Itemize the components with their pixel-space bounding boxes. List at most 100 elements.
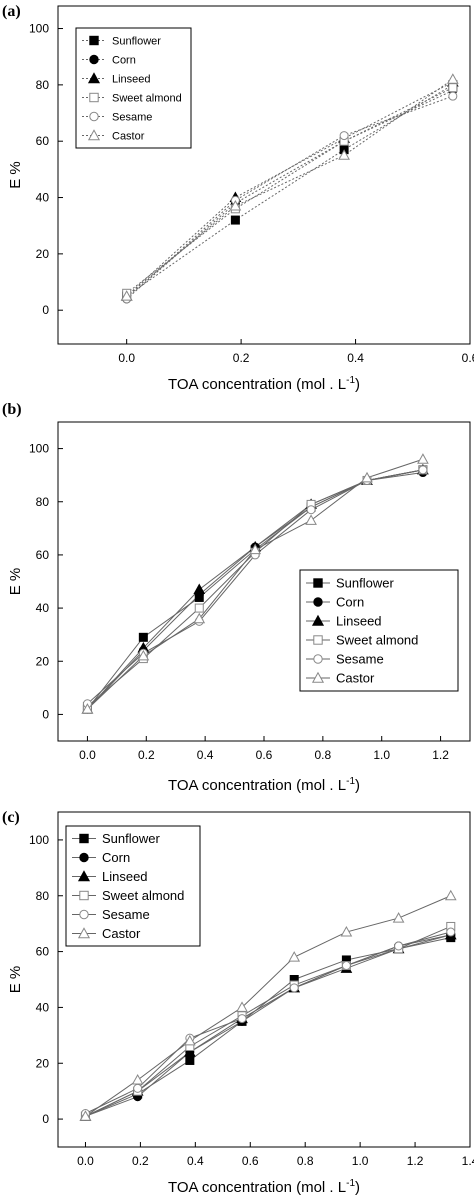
legend-label: Linseed: [102, 869, 148, 884]
data-point: [339, 131, 349, 141]
data-point: [305, 514, 317, 525]
data-point: [340, 926, 353, 937]
legend-label: Castor: [102, 926, 141, 941]
panel-label: (a): [2, 3, 21, 20]
data-point: [81, 703, 94, 714]
legend-label: Corn: [336, 595, 364, 610]
series-line: [85, 895, 451, 1117]
y-tick-label: 80: [36, 495, 50, 509]
x-tick-label: 0.6: [242, 1154, 259, 1168]
legend-marker: [311, 671, 325, 683]
y-tick-label: 20: [36, 1056, 50, 1070]
legend-label: Castor: [112, 130, 145, 142]
y-axis-label: E %: [7, 161, 24, 189]
legend-marker: [79, 890, 89, 901]
series-line: [126, 95, 454, 300]
x-tick-label: 1.2: [407, 1154, 424, 1168]
data-point: [193, 583, 206, 594]
legend-label: Linseed: [112, 73, 151, 85]
x-axis-label: TOA concentration (mol . L-1): [168, 375, 360, 393]
y-tick-label: 60: [36, 548, 50, 562]
x-tick-label: 0.0: [77, 1154, 94, 1168]
x-tick-label: 0.2: [233, 351, 250, 365]
x-tick-label: 0.4: [197, 748, 214, 762]
data-point: [394, 941, 404, 951]
data-point: [133, 1083, 143, 1093]
x-tick-label: 0.4: [347, 351, 364, 365]
data-point: [183, 1034, 196, 1046]
data-point: [120, 290, 133, 301]
legend-box: [75, 27, 192, 149]
y-tick-label: 0: [42, 303, 49, 317]
legend-marker: [313, 578, 323, 588]
legend-marker: [311, 614, 325, 626]
y-tick-label: 40: [36, 601, 50, 615]
legend-label: Linseed: [336, 614, 382, 629]
x-tick-label: 0.6: [256, 748, 273, 762]
data-point: [417, 453, 429, 464]
legend-label: Sunflower: [102, 831, 160, 846]
data-point: [183, 1046, 196, 1057]
x-tick-label: 1.2: [432, 748, 449, 762]
legend-marker: [89, 35, 99, 46]
data-point: [361, 471, 373, 483]
chart-panel: (c) 0.0 0.2 0.4 0.6 0.8 1.0 1.2 1.4 0 20 40 60 80 100 T…: [2, 809, 474, 1196]
x-tick-label: 0.2: [138, 748, 155, 762]
x-tick-label: 0.2: [132, 1154, 149, 1168]
series-line: [126, 81, 454, 297]
legend-label: Sesame: [336, 652, 384, 667]
data-point: [444, 889, 457, 901]
legend-marker: [87, 72, 101, 84]
legend-marker: [89, 54, 99, 65]
chart-panel: (b) 0.0 0.2 0.4 0.6 0.8 1.0 1.2 0 20 40 60 80 100 TOA …: [2, 401, 471, 794]
legend-label: Sweet almond: [336, 633, 418, 648]
x-tick-label: 0.8: [297, 1154, 314, 1168]
y-tick-label: 60: [36, 945, 50, 959]
y-tick-label: 100: [29, 442, 49, 456]
x-tick-label: 0.4: [187, 1154, 204, 1168]
x-tick-label: 1.4: [462, 1154, 474, 1168]
series-line: [85, 925, 451, 1117]
data-point: [131, 1073, 144, 1085]
y-tick-label: 20: [36, 247, 50, 261]
y-tick-label: 0: [42, 1112, 49, 1126]
y-tick-label: 40: [36, 1000, 50, 1014]
y-axis-label: E %: [7, 568, 24, 596]
x-tick-label: 0.0: [79, 748, 96, 762]
legend-label: Sunflower: [112, 35, 161, 47]
data-point: [306, 505, 316, 515]
legend-label: Sesame: [112, 111, 152, 123]
legend-marker: [79, 909, 89, 920]
legend-marker: [77, 927, 91, 939]
x-tick-label: 0.6: [462, 351, 474, 365]
series-line: [126, 78, 454, 297]
data-point: [392, 912, 405, 923]
chart-panel: (a) 0.0 0.2 0.4 0.6 0 20 40 60 80 100 TOA concentra…: [2, 3, 474, 393]
data-point: [338, 149, 350, 160]
plot-frame: [57, 811, 471, 1148]
data-point: [137, 649, 150, 661]
y-tick-label: 80: [36, 889, 50, 903]
data-point: [448, 91, 458, 101]
data-point: [289, 983, 299, 993]
x-tick-label: 1.0: [352, 1154, 369, 1168]
y-tick-label: 20: [36, 654, 50, 668]
data-point: [288, 951, 301, 962]
legend-box: [299, 569, 459, 692]
x-tick-label: 0.8: [315, 748, 332, 762]
legend-label: Corn: [112, 54, 136, 66]
legend-marker: [89, 92, 99, 103]
data-point: [237, 1014, 247, 1024]
legend-label: Sweet almond: [102, 888, 184, 903]
legend-marker: [79, 833, 89, 844]
data-point: [448, 83, 458, 93]
data-point: [446, 73, 459, 84]
data-point: [236, 1001, 248, 1012]
data-point: [341, 961, 351, 971]
x-axis-label: TOA concentration (mol . L-1): [168, 1178, 360, 1196]
legend-marker: [89, 111, 99, 122]
legend-marker: [313, 635, 323, 645]
legend-label: Sweet almond: [112, 92, 182, 104]
series-line: [126, 87, 454, 294]
